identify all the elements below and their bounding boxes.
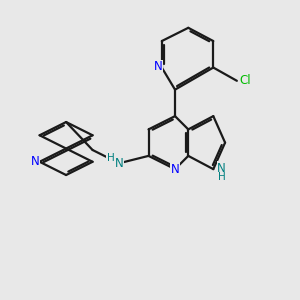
Text: N: N	[31, 155, 40, 168]
Text: H: H	[218, 172, 225, 182]
Text: H: H	[107, 153, 115, 163]
Text: N: N	[114, 157, 123, 170]
Text: N: N	[154, 61, 163, 74]
Text: N: N	[217, 162, 226, 175]
Text: N: N	[171, 163, 179, 176]
Text: Cl: Cl	[239, 74, 251, 87]
